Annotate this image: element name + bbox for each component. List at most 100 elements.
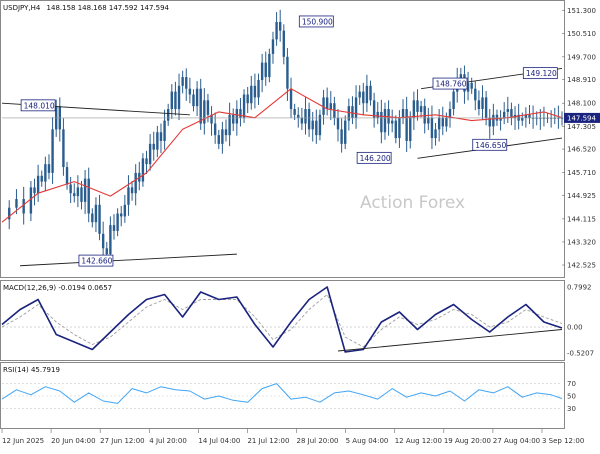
candle-body-33 xyxy=(134,172,137,194)
x-tick-label-2: 27 Jun 12:00 xyxy=(100,437,144,445)
candle-body-115 xyxy=(430,117,434,139)
candle-body-149 xyxy=(553,117,556,119)
candle-body-29 xyxy=(120,213,123,217)
candle-body-40 xyxy=(159,132,163,141)
annotation-box-3 xyxy=(522,67,558,80)
candle-body-107 xyxy=(401,109,405,118)
annotation-box-6 xyxy=(78,254,114,267)
last-price-marker xyxy=(564,112,600,123)
candle-body-87 xyxy=(329,103,332,110)
candle-body-150 xyxy=(557,117,560,119)
candle-body-116 xyxy=(434,129,437,139)
candle-body-13 xyxy=(62,129,65,168)
candle-body-39 xyxy=(156,132,159,150)
candle-body-118 xyxy=(441,117,444,127)
candle-body-66 xyxy=(253,85,257,98)
annotation-box-1 xyxy=(298,15,334,28)
candle-body-89 xyxy=(336,117,340,130)
x-tick-label-0: 12 Jun 2025 xyxy=(2,437,44,445)
candle-body-45 xyxy=(177,85,181,110)
candle-body-16 xyxy=(73,193,76,197)
candle-body-19 xyxy=(83,178,87,202)
price-panel xyxy=(0,0,565,278)
candle-body-101 xyxy=(380,111,383,133)
candle-body-24 xyxy=(101,233,105,249)
candle-body-42 xyxy=(166,109,170,121)
candle-body-49 xyxy=(192,94,195,107)
candle-body-74 xyxy=(282,30,286,57)
candle-body-108 xyxy=(405,109,408,141)
rsi-line xyxy=(1,383,563,404)
candle-body-26 xyxy=(109,225,112,255)
candle-body-134 xyxy=(499,117,502,121)
candle-body-51 xyxy=(199,88,202,124)
candle-body-75 xyxy=(286,56,289,89)
x-tick-label-7: 5 Aug 04:00 xyxy=(346,437,389,445)
annotation-label-4: 146.200 xyxy=(360,154,391,163)
candle-body-142 xyxy=(528,114,531,118)
candle-body-112 xyxy=(419,106,423,112)
candle-body-69 xyxy=(264,62,267,78)
candle-body-28 xyxy=(116,213,119,231)
candle-body-102 xyxy=(383,109,387,133)
candle-body-131 xyxy=(488,117,491,127)
annotation-box-0 xyxy=(20,99,56,112)
candle-body-129 xyxy=(481,97,484,110)
candle-body-105 xyxy=(394,120,398,139)
x-tick-label-11: 3 Sep 12:00 xyxy=(542,437,584,445)
candle-body-62 xyxy=(239,109,242,118)
macd-tick-0: 0.7992 xyxy=(567,284,592,292)
candle-body-20 xyxy=(87,178,90,214)
candle-body-58 xyxy=(224,129,228,136)
candle-body-130 xyxy=(484,97,488,118)
candle-body-41 xyxy=(163,120,166,141)
ohlc-values: 148.158 148.168 147.592 147.594 xyxy=(47,4,170,12)
candle-body-144 xyxy=(535,117,538,119)
candle-body-4 xyxy=(29,187,33,214)
candle-body-56 xyxy=(217,135,220,144)
candle-body-57 xyxy=(221,129,224,144)
candle-body-126 xyxy=(470,82,473,89)
candle-body-5 xyxy=(33,187,36,194)
candle-body-94 xyxy=(354,97,358,118)
candle-body-50 xyxy=(195,88,199,107)
x-tick-label-10: 27 Aug 04:00 xyxy=(493,437,540,445)
candle-body-98 xyxy=(369,85,372,101)
x-tick-label-1: 20 Jun 04:00 xyxy=(51,437,95,445)
candle-body-31 xyxy=(127,187,130,205)
price-tick-9: 144.115 xyxy=(567,215,596,223)
candle-body-60 xyxy=(232,114,235,124)
price-tick-8: 144.925 xyxy=(567,192,596,200)
candle-body-143 xyxy=(531,117,535,119)
x-tick-label-6: 28 Jul 20:00 xyxy=(297,437,339,445)
candle-body-86 xyxy=(325,97,329,110)
candle-body-109 xyxy=(409,117,412,141)
price-tick-11: 142.525 xyxy=(567,262,596,270)
candle-body-73 xyxy=(278,21,282,31)
candle-body-30 xyxy=(123,204,127,217)
candle-body-128 xyxy=(477,100,481,110)
annotation-label-5: 146.650 xyxy=(475,141,506,150)
candle-body-97 xyxy=(365,85,369,104)
candle-body-38 xyxy=(152,143,155,150)
candle-body-70 xyxy=(268,53,271,78)
candle-body-32 xyxy=(130,187,134,194)
price-tick-1: 150.510 xyxy=(567,30,596,38)
price-tick-3: 148.910 xyxy=(567,76,596,84)
candle-body-1 xyxy=(8,207,11,220)
candle-body-59 xyxy=(228,114,231,136)
annotation-box-5 xyxy=(472,138,508,151)
candle-body-80 xyxy=(304,109,307,124)
candle-body-82 xyxy=(311,120,314,130)
candle-body-123 xyxy=(459,74,463,81)
trendline-1 xyxy=(20,253,237,267)
macd-tick-1: 0.00 xyxy=(567,324,583,332)
candle-body-3 xyxy=(22,198,25,214)
price-panel-title: USDJPY,H4 148.158 148.168 147.592 147.59… xyxy=(3,4,170,12)
candle-body-91 xyxy=(344,120,347,144)
macd-trendline xyxy=(337,329,563,352)
candle-body-72 xyxy=(275,21,278,40)
candle-body-85 xyxy=(322,97,325,115)
candle-body-78 xyxy=(297,114,300,118)
candle-body-147 xyxy=(546,117,549,119)
